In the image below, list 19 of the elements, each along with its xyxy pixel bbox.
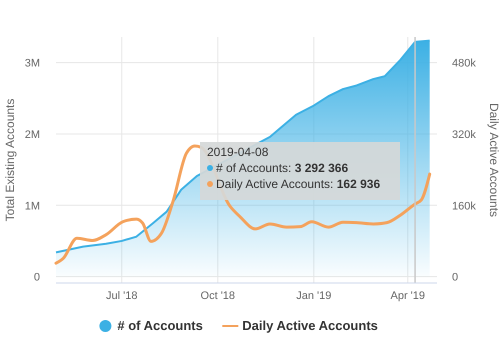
y2-tick-label: 0 — [452, 272, 458, 284]
y-tick-label: 2M — [24, 128, 40, 141]
x-tick-label: Oct '18 — [200, 290, 236, 302]
x-tick-label: Apr '19 — [390, 290, 426, 302]
y2-tick-label: 480k — [452, 58, 476, 70]
y-tick-label: 3M — [24, 58, 40, 70]
y2-tick-label: 160k — [452, 200, 476, 212]
y-axis-title: Total Existing Accounts — [3, 98, 17, 222]
annotation: # of Accounts: 3 292 366 — [216, 161, 348, 175]
y2-tick-label: 320k — [452, 128, 476, 141]
y-tick-label: 1M — [24, 200, 40, 212]
annotation: 2019-04-08 — [207, 145, 269, 159]
legend-label: Daily Active Accounts — [242, 318, 378, 333]
x-tick-label: Jan '19 — [296, 290, 332, 302]
y-tick-label: 0 — [34, 272, 40, 284]
annotation: Daily Active Accounts: 162 936 — [216, 177, 380, 191]
y2-axis-title: Daily Active Accounts — [487, 102, 501, 218]
x-tick-label: Jul '18 — [106, 290, 138, 302]
legend-label: # of Accounts — [117, 318, 203, 333]
